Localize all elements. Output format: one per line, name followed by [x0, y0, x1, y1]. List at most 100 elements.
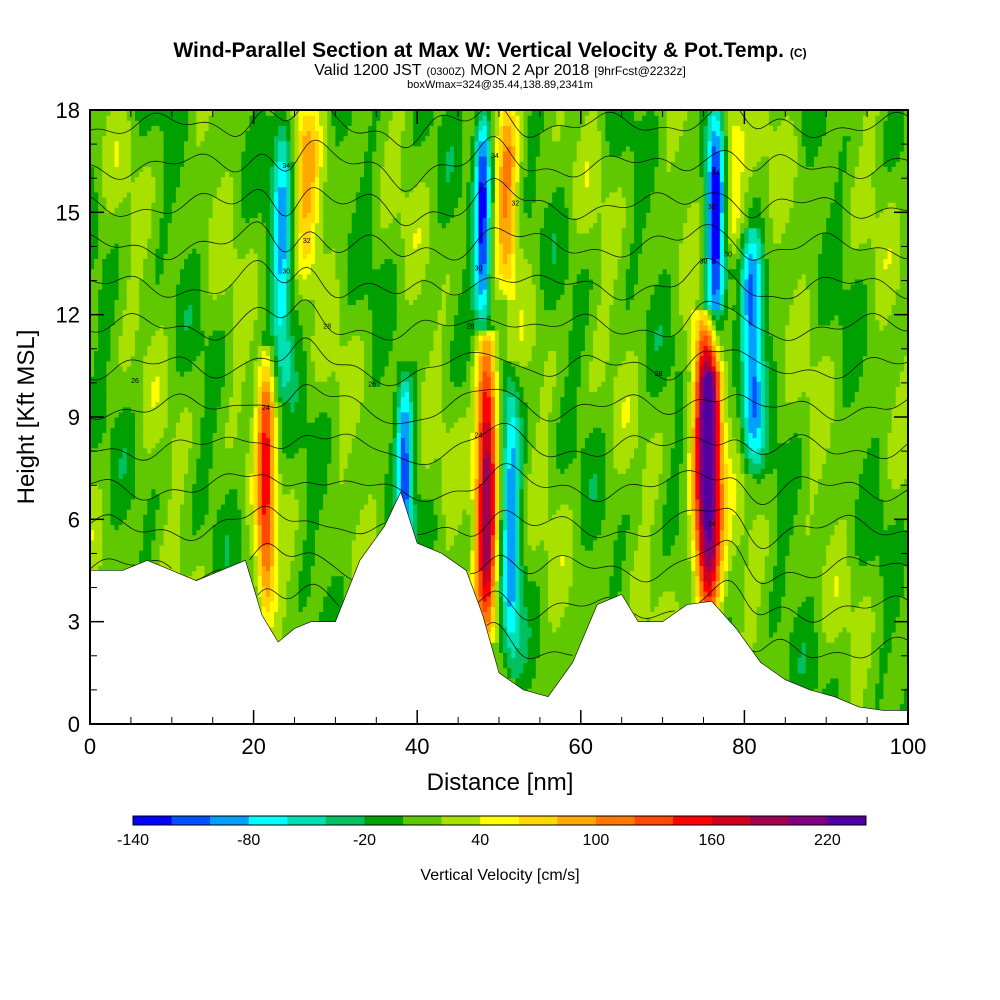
- velocity-cell: [302, 437, 308, 444]
- velocity-cell: [155, 524, 161, 531]
- velocity-cell: [184, 381, 189, 387]
- velocity-cell: [159, 186, 165, 193]
- velocity-cell: [179, 411, 185, 418]
- velocity-cell: [233, 166, 238, 172]
- velocity-cell: [237, 411, 242, 418]
- velocity-cell: [147, 468, 152, 474]
- velocity-cell: [282, 437, 287, 444]
- velocity-cell: [224, 181, 230, 188]
- velocity-cell: [102, 488, 107, 495]
- velocity-cell: [290, 156, 296, 162]
- velocity-cell: [290, 616, 296, 623]
- velocity-cell: [269, 524, 275, 531]
- velocity-cell: [143, 115, 148, 121]
- velocity-cell: [257, 350, 263, 357]
- velocity-cell: [163, 243, 169, 249]
- velocity-cell: [265, 120, 271, 126]
- velocity-cell: [265, 621, 271, 628]
- velocity-cell: [188, 273, 193, 280]
- velocity-cell: [90, 115, 95, 121]
- velocity-cell: [212, 340, 218, 346]
- velocity-cell: [106, 565, 112, 572]
- velocity-cell: [261, 299, 267, 306]
- velocity-cell: [167, 437, 173, 444]
- velocity-cell: [122, 401, 128, 408]
- velocity-cell: [220, 263, 226, 270]
- velocity-cell: [208, 283, 214, 290]
- velocity-cell: [216, 227, 222, 234]
- velocity-cell: [237, 263, 242, 270]
- velocity-cell: [151, 457, 157, 464]
- velocity-cell: [200, 227, 206, 234]
- velocity-cell: [265, 115, 271, 121]
- velocity-cell: [294, 207, 300, 213]
- velocity-cell: [278, 181, 283, 188]
- velocity-cell: [179, 345, 185, 352]
- velocity-cell: [286, 299, 292, 306]
- velocity-cell: [171, 524, 177, 531]
- velocity-cell: [274, 345, 279, 352]
- velocity-cell: [220, 135, 226, 142]
- velocity-cell: [184, 498, 189, 505]
- velocity-cell: [110, 432, 116, 439]
- velocity-cell: [290, 110, 296, 116]
- velocity-cell: [216, 176, 222, 183]
- velocity-cell: [212, 345, 218, 352]
- velocity-cell: [167, 258, 173, 265]
- velocity-cell: [126, 207, 132, 213]
- velocity-cell: [171, 422, 177, 428]
- velocity-cell: [204, 130, 210, 137]
- velocity-cell: [229, 212, 234, 219]
- velocity-cell: [290, 304, 296, 311]
- velocity-cell: [212, 524, 218, 531]
- velocity-cell: [118, 437, 124, 444]
- velocity-cell: [106, 534, 112, 541]
- velocity-cell: [114, 452, 120, 459]
- velocity-cell: [159, 222, 165, 229]
- velocity-cell: [298, 447, 304, 454]
- velocity-cell: [274, 493, 279, 500]
- velocity-cell: [184, 335, 189, 341]
- velocity-cell: [253, 509, 259, 515]
- velocity-cell: [163, 355, 169, 362]
- velocity-cell: [204, 519, 210, 526]
- velocity-cell: [249, 263, 255, 270]
- velocity-cell: [134, 427, 140, 433]
- velocity-cell: [143, 237, 148, 244]
- velocity-cell: [171, 335, 177, 341]
- velocity-cell: [241, 503, 247, 510]
- velocity-cell: [294, 176, 300, 183]
- velocity-cell: [134, 524, 140, 531]
- velocity-cell: [216, 365, 222, 372]
- velocity-cell: [139, 227, 144, 234]
- velocity-cell: [188, 125, 193, 132]
- velocity-cell: [286, 437, 292, 444]
- velocity-cell: [196, 437, 202, 444]
- velocity-cell: [204, 370, 210, 377]
- velocity-cell: [224, 360, 230, 367]
- velocity-cell: [130, 335, 136, 341]
- velocity-cell: [106, 396, 112, 403]
- velocity-cell: [155, 140, 161, 147]
- velocity-cell: [286, 166, 292, 172]
- velocity-cell: [278, 442, 283, 449]
- velocity-cell: [184, 442, 189, 449]
- velocity-cell: [208, 176, 214, 183]
- velocity-cell: [94, 186, 99, 193]
- velocity-cell: [130, 191, 136, 198]
- velocity-cell: [134, 452, 140, 459]
- velocity-cell: [159, 125, 165, 132]
- velocity-cell: [171, 442, 177, 449]
- velocity-cell: [102, 565, 107, 572]
- velocity-cell: [134, 417, 140, 423]
- velocity-cell: [253, 534, 259, 541]
- velocity-cell: [139, 176, 144, 183]
- velocity-cell: [143, 268, 148, 275]
- velocity-cell: [274, 130, 279, 137]
- velocity-cell: [233, 560, 238, 566]
- velocity-cell: [302, 232, 308, 239]
- velocity-cell: [249, 345, 255, 352]
- velocity-cell: [175, 340, 181, 346]
- velocity-cell: [167, 529, 173, 536]
- velocity-cell: [159, 150, 165, 157]
